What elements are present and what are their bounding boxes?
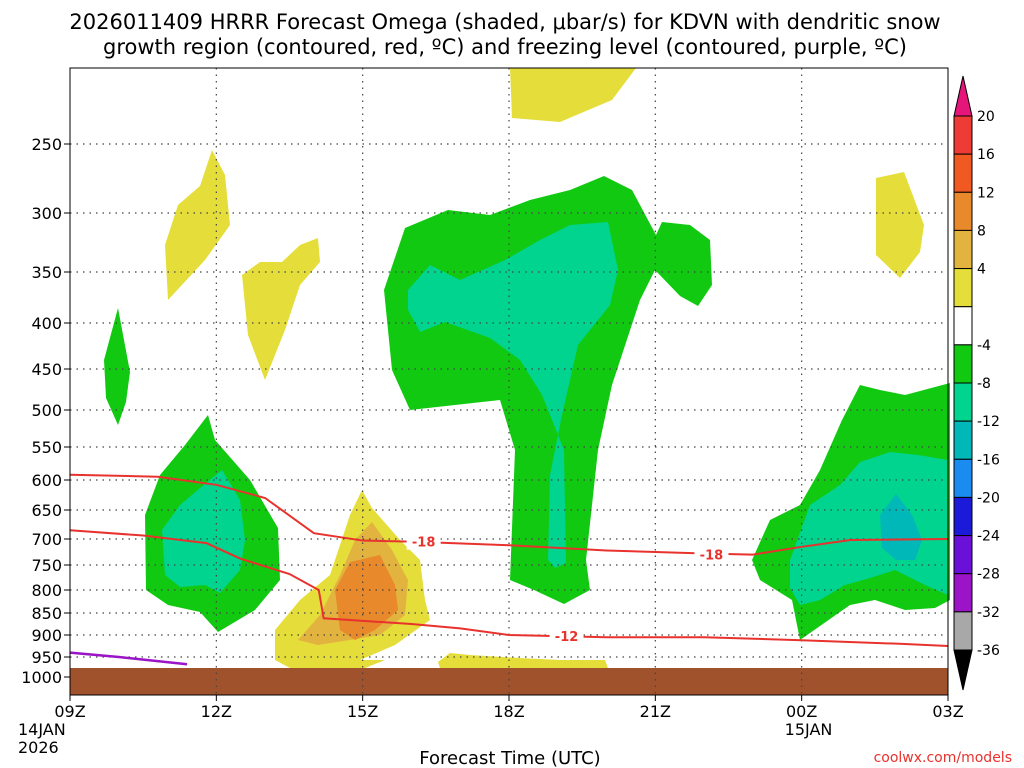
omega-shading xyxy=(104,68,950,668)
y-tick-label: 450 xyxy=(31,360,62,379)
omega-downward-teal-center xyxy=(408,222,618,568)
colorbar-bin xyxy=(953,153,973,193)
y-tick-label: 950 xyxy=(31,648,62,667)
colorbar-label: -32 xyxy=(977,605,1000,621)
y-axis: 250 300 350 400 450 500 550 600 650 700 750 800 850 9… xyxy=(21,135,70,687)
y-tick-label: 300 xyxy=(31,204,62,223)
freezing-level-contour xyxy=(69,651,188,666)
colorbar-label: 20 xyxy=(977,109,995,125)
ground-below-surface xyxy=(70,668,948,695)
y-tick-label: 400 xyxy=(31,314,62,333)
x-tick-date: 15JAN xyxy=(785,720,833,739)
colorbar-label: 4 xyxy=(977,262,986,278)
y-tick-label: 900 xyxy=(31,626,62,645)
colorbar-label: -12 xyxy=(977,414,1000,430)
colorbar-bin xyxy=(953,458,973,498)
dgz-contour-label: -12 xyxy=(555,630,579,645)
dgz-contour-label: -18 xyxy=(700,549,724,564)
y-tick-label: 1000 xyxy=(21,668,62,687)
x-tick-label: 00Z xyxy=(786,702,817,721)
y-tick-label: 350 xyxy=(31,263,62,282)
colorbar-label: -28 xyxy=(977,567,1000,583)
x-tick-label: 21Z xyxy=(640,702,671,721)
contour-label-bg xyxy=(694,546,729,563)
x-tick-label: 03Z xyxy=(932,702,963,721)
x-tick-label: 18Z xyxy=(493,702,524,721)
x-tick-label: 12Z xyxy=(201,702,232,721)
x-tick-date: 14JAN xyxy=(18,720,66,739)
colorbar-bin xyxy=(953,115,973,155)
contour-label-bg xyxy=(549,627,584,644)
colorbar-bin xyxy=(953,306,973,346)
colorbar-bin xyxy=(953,420,973,460)
colorbar-label: -36 xyxy=(977,643,1000,659)
chart-title-line1: 2026011409 HRRR Forecast Omega (shaded, … xyxy=(69,10,940,34)
credit-text: coolwx.com/models xyxy=(874,750,1012,766)
omega-upward-yellow-1 xyxy=(165,150,230,300)
colorbar-label: -4 xyxy=(977,338,991,354)
omega-downward-teal-left xyxy=(162,470,245,593)
y-tick-label: 250 xyxy=(31,135,62,154)
colorbar-label: 16 xyxy=(977,147,995,163)
y-tick-label: 800 xyxy=(31,581,62,600)
omega-upward-yellow-surface xyxy=(438,653,608,668)
dgz-contours: -18 -18 -12 xyxy=(69,473,949,647)
y-tick-label: 600 xyxy=(31,471,62,490)
chart-grid xyxy=(70,68,948,695)
colorbar-label: -8 xyxy=(977,376,991,392)
x-axis-label: Forecast Time (UTC) xyxy=(419,748,600,768)
contour-label-bg xyxy=(406,533,441,550)
dgz-contour-line xyxy=(69,473,949,556)
colorbar-bin xyxy=(953,573,973,613)
y-tick-label: 650 xyxy=(31,501,62,520)
colorbar-label: -16 xyxy=(977,452,1000,468)
colorbar-bin xyxy=(953,535,973,575)
colorbar-bin xyxy=(953,229,973,270)
y-tick-label: 550 xyxy=(31,438,62,457)
freezing-level-line xyxy=(69,651,188,666)
colorbar-bin xyxy=(953,268,973,308)
omega-downward-green-1 xyxy=(104,308,130,425)
dgz-contour-label: -18 xyxy=(412,536,436,551)
colorbar-label: 12 xyxy=(977,185,995,201)
x-tick-label: 09Z xyxy=(54,702,85,721)
y-tick-label: 850 xyxy=(31,604,62,623)
y-tick-label: 750 xyxy=(31,556,62,575)
x-tick-year: 2026 xyxy=(18,738,59,757)
colorbar-label: 8 xyxy=(977,223,986,239)
omega-upward-yellow-3 xyxy=(876,172,924,278)
y-tick-label: 700 xyxy=(31,530,62,549)
colorbar-bin xyxy=(953,344,973,384)
colorbar-label: -24 xyxy=(977,529,1000,545)
dgz-contour-line xyxy=(69,529,949,647)
y-tick-label: 500 xyxy=(31,401,62,420)
colorbar-bin xyxy=(953,496,973,537)
omega-downward-teal-right xyxy=(790,452,948,605)
colorbar-bin xyxy=(953,191,973,231)
colorbar-bin xyxy=(953,382,973,422)
omega-upward-yellow-top xyxy=(510,68,636,122)
chart-title-line2: growth region (contoured, red, ºC) and f… xyxy=(103,35,907,59)
colorbar-bin xyxy=(953,649,973,691)
omega-upward-orange-low xyxy=(335,555,398,640)
colorbar-label: -20 xyxy=(977,490,1000,506)
colorbar-bin xyxy=(953,75,973,117)
colorbar: 20 16 12 8 4 -4 -8 -12 -16 -20 -24 -28 -32 -36 xyxy=(953,75,1000,691)
colorbar-bin xyxy=(953,611,973,651)
omega-upward-yellow-2 xyxy=(242,238,320,380)
x-tick-label: 15Z xyxy=(347,702,378,721)
